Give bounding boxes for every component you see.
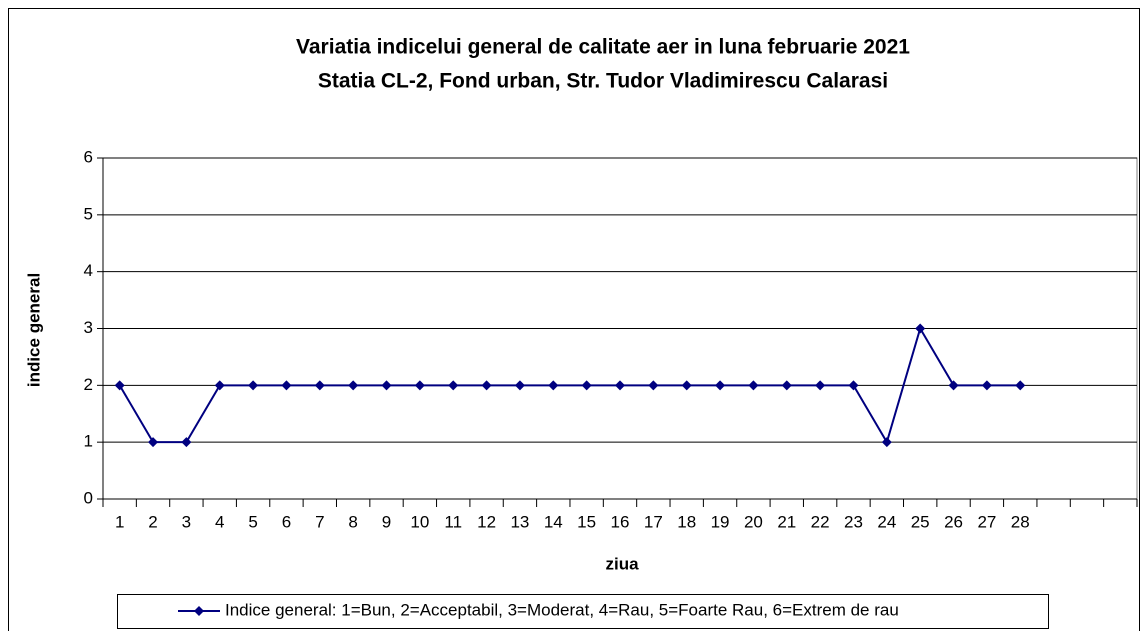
x-tick-label: 4	[215, 512, 224, 531]
chart-title: Variatia indicelui general de calitate a…	[296, 36, 910, 59]
x-tick-label: 23	[844, 512, 863, 531]
x-tick-label: 8	[348, 512, 357, 531]
x-tick-label: 19	[711, 512, 730, 531]
point-marker	[948, 380, 959, 391]
point-marker	[281, 380, 292, 391]
x-tick-label: 20	[744, 512, 763, 531]
y-tick-label: 3	[84, 318, 93, 337]
x-tick-label: 1	[115, 512, 124, 531]
x-tick-label: 11	[444, 512, 462, 531]
point-marker	[848, 380, 859, 391]
y-tick-label: 6	[84, 147, 93, 166]
point-marker	[748, 380, 759, 391]
chart-border	[8, 8, 1140, 631]
point-marker	[348, 380, 359, 391]
point-marker	[715, 380, 726, 391]
x-tick-label: 3	[182, 512, 191, 531]
x-tick-label: 27	[977, 512, 996, 531]
legend-box	[117, 594, 1049, 629]
y-axis-title: indice general	[24, 273, 43, 387]
point-marker	[114, 380, 125, 391]
x-tick-label: 10	[410, 512, 429, 531]
x-tick-label: 15	[577, 512, 596, 531]
point-marker	[414, 380, 425, 391]
point-marker	[981, 380, 992, 391]
x-tick-label: 5	[248, 512, 257, 531]
y-tick-label: 5	[84, 204, 93, 223]
x-tick-label: 22	[811, 512, 830, 531]
x-tick-label: 24	[877, 512, 896, 531]
legend-marker	[194, 606, 204, 616]
x-tick-label: 16	[611, 512, 630, 531]
series-line	[118, 325, 1021, 445]
point-marker	[481, 380, 492, 391]
point-marker	[615, 380, 625, 391]
point-marker	[648, 380, 659, 391]
point-marker	[881, 437, 892, 448]
legend-label: Indice general: 1=Bun, 2=Acceptabil, 3=M…	[225, 600, 899, 619]
point-marker	[815, 380, 826, 391]
x-tick-label: 25	[911, 512, 930, 531]
point-marker	[248, 380, 259, 391]
point-marker	[148, 437, 159, 448]
point-marker	[915, 323, 926, 334]
x-tick-label: 28	[1011, 512, 1030, 531]
point-marker	[181, 437, 192, 448]
x-tick-label: 14	[544, 512, 563, 531]
x-tick-label: 2	[148, 512, 157, 531]
point-marker	[448, 380, 459, 391]
x-tick-label: 21	[777, 512, 796, 531]
y-tick-label: 2	[84, 375, 93, 394]
x-tick-label: 18	[677, 512, 696, 531]
point-marker	[314, 380, 325, 391]
x-tick-label: 12	[477, 512, 496, 531]
point-marker	[381, 380, 392, 391]
y-tick-label: 4	[84, 261, 93, 280]
y-tick-label: 0	[84, 488, 93, 507]
x-axis-title: ziua	[605, 554, 639, 573]
x-tick-label: 6	[282, 512, 291, 531]
x-tick-label: 26	[944, 512, 963, 531]
point-marker	[781, 380, 792, 391]
x-tick-label: 17	[644, 512, 663, 531]
x-tick-label: 13	[510, 512, 529, 531]
point-marker	[514, 380, 525, 391]
y-tick-label: 1	[84, 432, 93, 451]
point-marker	[548, 380, 559, 391]
point-marker	[214, 380, 225, 391]
point-marker	[1015, 380, 1026, 391]
x-tick-label: 9	[382, 512, 391, 531]
x-tick-label: 7	[315, 512, 324, 531]
point-marker	[681, 380, 692, 391]
chart-title: Statia CL-2, Fond urban, Str. Tudor Vlad…	[318, 70, 888, 93]
point-marker	[581, 380, 592, 391]
